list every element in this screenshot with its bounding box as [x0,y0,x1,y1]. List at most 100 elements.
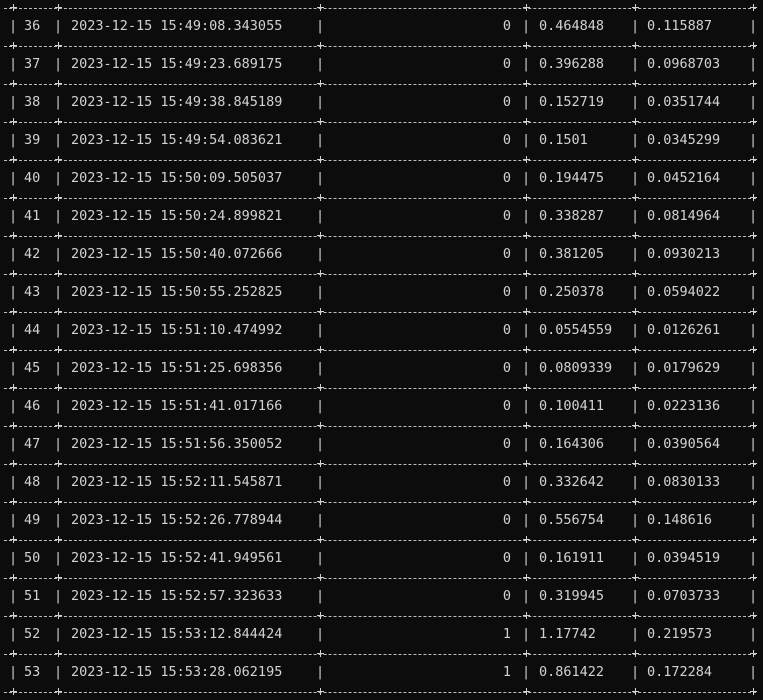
column-separator: | [316,360,325,376]
separator-junction [632,308,639,315]
value1-cell: 0.332642 [539,474,605,490]
separator-junction [750,612,757,619]
table-row: | | | | | | 47 2023-12-15 15:51:56.350052 0 0.164… [0,435,763,454]
row-id-cell: 44 [24,322,41,338]
column-separator: | [749,474,758,490]
column-separator: | [9,284,18,300]
value2-cell: 0.0223136 [647,398,721,414]
column-separator: | [522,398,531,414]
column-separator: | [522,94,531,110]
separator-junction [750,574,757,581]
column-separator: | [749,208,758,224]
separator-junction [632,118,639,125]
flag-cell: 0 [502,246,511,262]
separator-junction [523,308,530,315]
separator-junction [750,118,757,125]
value2-cell: 0.148616 [647,512,713,528]
separator-junction [632,156,639,163]
column-separator: | [749,626,758,642]
column-separator: | [631,360,640,376]
column-separator: | [522,208,531,224]
separator-junction [632,574,639,581]
row-separator [4,160,756,161]
row-separator [4,312,756,313]
timestamp-cell: 2023-12-15 15:49:23.689175 [71,56,283,72]
table-row: | | | | | | 39 2023-12-15 15:49:54.083621 0 0.150… [0,131,763,150]
column-separator: | [54,132,63,148]
table-row: | | | | | | 49 2023-12-15 15:52:26.778944 0 0.556… [0,511,763,530]
row-separator [4,350,756,351]
row-separator [4,654,756,655]
column-separator: | [54,436,63,452]
separator-junction [632,346,639,353]
column-separator: | [522,436,531,452]
row-id-cell: 36 [24,18,41,34]
column-separator: | [522,550,531,566]
separator-junction [55,650,62,657]
value1-cell: 0.381205 [539,246,605,262]
flag-cell: 0 [502,94,511,110]
column-separator: | [631,474,640,490]
timestamp-cell: 2023-12-15 15:52:26.778944 [71,512,283,528]
value2-cell: 0.0126261 [647,322,721,338]
column-separator: | [316,398,325,414]
row-id-cell: 39 [24,132,41,148]
column-separator: | [54,474,63,490]
separator-junction [317,270,324,277]
column-separator: | [631,322,640,338]
table-row: | | | | | | 45 2023-12-15 15:51:25.698356 0 0.080… [0,359,763,378]
value1-cell: 0.161911 [539,550,605,566]
value2-cell: 0.0968703 [647,56,721,72]
column-separator: | [631,56,640,72]
column-separator: | [9,94,18,110]
value2-cell: 0.0394519 [647,550,721,566]
separator-junction [750,460,757,467]
column-separator: | [316,132,325,148]
separator-junction [317,232,324,239]
flag-cell: 0 [502,208,511,224]
separator-junction [55,612,62,619]
separator-junction [750,308,757,315]
value1-cell: 0.556754 [539,512,605,528]
column-separator: | [54,550,63,566]
separator-junction [10,650,17,657]
flag-cell: 0 [502,18,511,34]
row-separator [4,426,756,427]
value1-cell: 0.319945 [539,588,605,604]
separator-junction [523,232,530,239]
column-separator: | [54,246,63,262]
flag-cell: 0 [502,56,511,72]
separator-junction [750,80,757,87]
column-separator: | [9,56,18,72]
separator-junction [750,536,757,543]
flag-cell: 0 [502,512,511,528]
separator-junction [55,4,62,11]
column-separator: | [9,436,18,452]
separator-junction [55,498,62,505]
column-separator: | [9,246,18,262]
row-separator [4,122,756,123]
separator-junction [632,270,639,277]
value1-cell: 0.338287 [539,208,605,224]
separator-junction [523,460,530,467]
value1-cell: 0.0809339 [539,360,613,376]
column-separator: | [631,18,640,34]
timestamp-cell: 2023-12-15 15:50:55.252825 [71,284,283,300]
value2-cell: 0.0452164 [647,170,721,186]
row-id-cell: 50 [24,550,41,566]
separator-junction [523,194,530,201]
timestamp-cell: 2023-12-15 15:49:38.845189 [71,94,283,110]
row-separator [4,540,756,541]
separator-junction [750,650,757,657]
column-separator: | [9,398,18,414]
separator-junction [317,4,324,11]
row-id-cell: 41 [24,208,41,224]
separator-junction [55,574,62,581]
value2-cell: 0.172284 [647,664,713,680]
separator-junction [317,574,324,581]
separator-junction [317,612,324,619]
column-separator: | [316,246,325,262]
timestamp-cell: 2023-12-15 15:52:11.545871 [71,474,283,490]
row-id-cell: 43 [24,284,41,300]
